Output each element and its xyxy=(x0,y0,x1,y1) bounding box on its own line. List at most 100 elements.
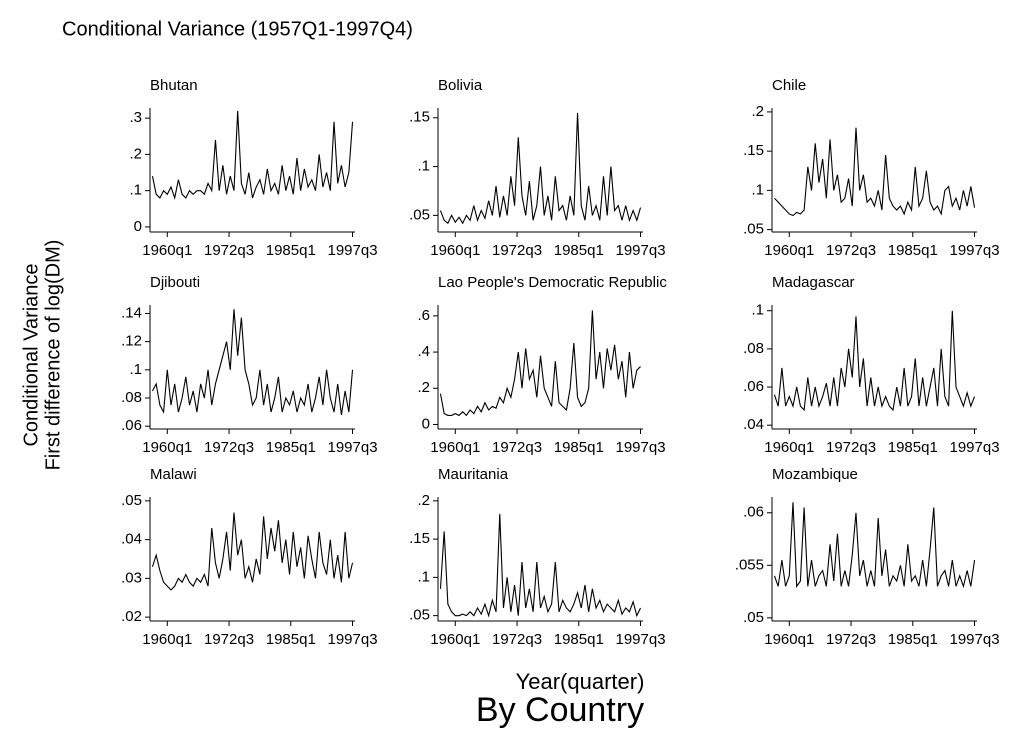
y-tick-label: .2 xyxy=(417,492,430,509)
panel-title: Mauritania xyxy=(438,466,509,483)
x-tick-label: 1985q1 xyxy=(266,242,316,259)
x-tick-label: 1997q3 xyxy=(327,631,377,648)
x-tick-label: 1972q3 xyxy=(492,631,542,648)
y-tick-label: .02 xyxy=(121,608,142,625)
x-tick-label: 1972q3 xyxy=(204,439,254,456)
y-tick-label: .1 xyxy=(751,181,764,198)
x-tick-label: 1985q1 xyxy=(266,631,316,648)
y-tick-label: .06 xyxy=(743,504,764,521)
panel-title: Madagascar xyxy=(772,274,855,291)
x-tick-label: 1997q3 xyxy=(949,439,999,456)
y-tick-label: .14 xyxy=(121,304,142,321)
x-tick-label: 1960q1 xyxy=(142,631,192,648)
panel: Malawi .02 .03 .04 .05 1960q1 1972q3 1985q1 1997… xyxy=(121,466,377,648)
y-tick-label: .1 xyxy=(417,158,430,175)
y-tick-label: .1 xyxy=(751,302,764,319)
y-tick-label: .1 xyxy=(129,361,142,378)
x-tick-label: 1997q3 xyxy=(615,242,665,259)
y-tick-label: .4 xyxy=(417,343,430,360)
x-tick-label: 1997q3 xyxy=(327,242,377,259)
x-tick-label: 1972q3 xyxy=(204,242,254,259)
panel: Mozambique .05 .055 .06 1960q1 1972q3 1985q1 19… xyxy=(735,466,1000,648)
x-tick-label: 1972q3 xyxy=(492,242,542,259)
y-tick-label: .08 xyxy=(743,340,764,357)
x-tick-label: 1985q1 xyxy=(266,439,316,456)
x-tick-label: 1997q3 xyxy=(615,439,665,456)
x-tick-label: 1985q1 xyxy=(888,439,938,456)
chart-title: Conditional Variance (1957Q1-1997Q4) xyxy=(62,18,413,40)
y-tick-label: .2 xyxy=(417,379,430,396)
y-tick-label: .1 xyxy=(417,568,430,585)
x-tick-label: 1985q1 xyxy=(888,631,938,648)
y-tick-label: .08 xyxy=(121,389,142,406)
x-tick-label: 1985q1 xyxy=(888,242,938,259)
panel-title: Malawi xyxy=(150,466,197,483)
x-tick-label: 1960q1 xyxy=(142,439,192,456)
y-tick-label: .04 xyxy=(743,416,764,433)
x-tick-label: 1985q1 xyxy=(554,439,604,456)
panel-title: Mozambique xyxy=(772,466,858,483)
y-tick-label: .05 xyxy=(743,609,764,626)
panel: Mauritania .05 .1 .15 .2 1960q1 1972q3 1985q1 19… xyxy=(409,466,665,648)
panel: Chile .05 .1 .15 .2 1960q1 1972q3 1985q1 1997q3 xyxy=(743,77,999,259)
panel-title: Bhutan xyxy=(150,77,198,94)
y-tick-label: 0 xyxy=(134,218,142,235)
x-tick-label: 1960q1 xyxy=(430,631,480,648)
y-tick-label: .03 xyxy=(121,569,142,586)
panel: Bhutan 0 .1 .2 .3 1960q1 1972q3 1985q1 1997q3 xyxy=(129,77,377,259)
panel-title: Bolivia xyxy=(438,77,483,94)
y-tick-label: .3 xyxy=(129,109,142,126)
data-line xyxy=(773,310,976,412)
x-tick-label: 1972q3 xyxy=(204,631,254,648)
panel-title: Chile xyxy=(772,77,806,94)
data-line xyxy=(773,502,976,589)
x-tick-label: 1972q3 xyxy=(492,439,542,456)
x-tick-label: 1960q1 xyxy=(764,439,814,456)
x-tick-label: 1997q3 xyxy=(327,439,377,456)
x-tick-label: 1985q1 xyxy=(554,631,604,648)
x-tick-label: 1960q1 xyxy=(764,242,814,259)
data-line xyxy=(439,310,641,417)
x-tick-label: 1997q3 xyxy=(949,631,999,648)
panel: Bolivia .05 .1 .15 1960q1 1972q3 1985q1 1997q3 xyxy=(409,77,665,259)
y-tick-label: .12 xyxy=(121,333,142,350)
y-tick-label: .2 xyxy=(129,145,142,162)
data-line xyxy=(439,112,642,225)
y-tick-label: .05 xyxy=(121,492,142,509)
note: By Country xyxy=(476,691,644,729)
panel: Djibouti .06 .08 .1 .12 .14 1960q1 1972q3 1985q1… xyxy=(121,274,377,456)
panel: Lao People's Democratic Republic 0 .2 .4 .6 1… xyxy=(417,274,667,456)
y-tick-label: .05 xyxy=(409,206,430,223)
y-tick-label: .1 xyxy=(129,182,142,199)
y-tick-label: .06 xyxy=(121,417,142,434)
panel: Madagascar .04 .06 .08 .1 1960q1 1972q3 1985q1 1… xyxy=(743,274,999,456)
x-tick-label: 1960q1 xyxy=(430,242,480,259)
x-tick-label: 1972q3 xyxy=(826,439,876,456)
panel-title: Djibouti xyxy=(150,274,200,291)
y-tick-label: .15 xyxy=(409,530,430,547)
data-line xyxy=(151,512,354,591)
y-axis-title-line: First difference of log(DM) xyxy=(42,240,64,471)
x-axis-title: Year(quarter) xyxy=(516,669,645,694)
x-tick-label: 1985q1 xyxy=(554,242,604,259)
data-line xyxy=(439,513,642,618)
y-tick-label: .2 xyxy=(751,103,764,120)
y-tick-label: .15 xyxy=(743,142,764,159)
y-axis-title-line: Conditional Variance xyxy=(20,263,42,446)
y-tick-label: .04 xyxy=(121,531,142,548)
x-tick-label: 1960q1 xyxy=(142,242,192,259)
data-line xyxy=(151,309,354,415)
data-line xyxy=(151,110,354,201)
x-tick-label: 1997q3 xyxy=(615,631,665,648)
y-tick-label: .6 xyxy=(417,307,430,324)
y-tick-label: .055 xyxy=(735,556,764,573)
panel-title: Lao People's Democratic Republic xyxy=(438,274,667,291)
x-tick-label: 1972q3 xyxy=(826,242,876,259)
x-tick-label: 1997q3 xyxy=(949,242,999,259)
y-axis-title: Conditional Variance First difference of… xyxy=(20,240,64,471)
y-tick-label: .06 xyxy=(743,378,764,395)
x-tick-label: 1972q3 xyxy=(826,631,876,648)
